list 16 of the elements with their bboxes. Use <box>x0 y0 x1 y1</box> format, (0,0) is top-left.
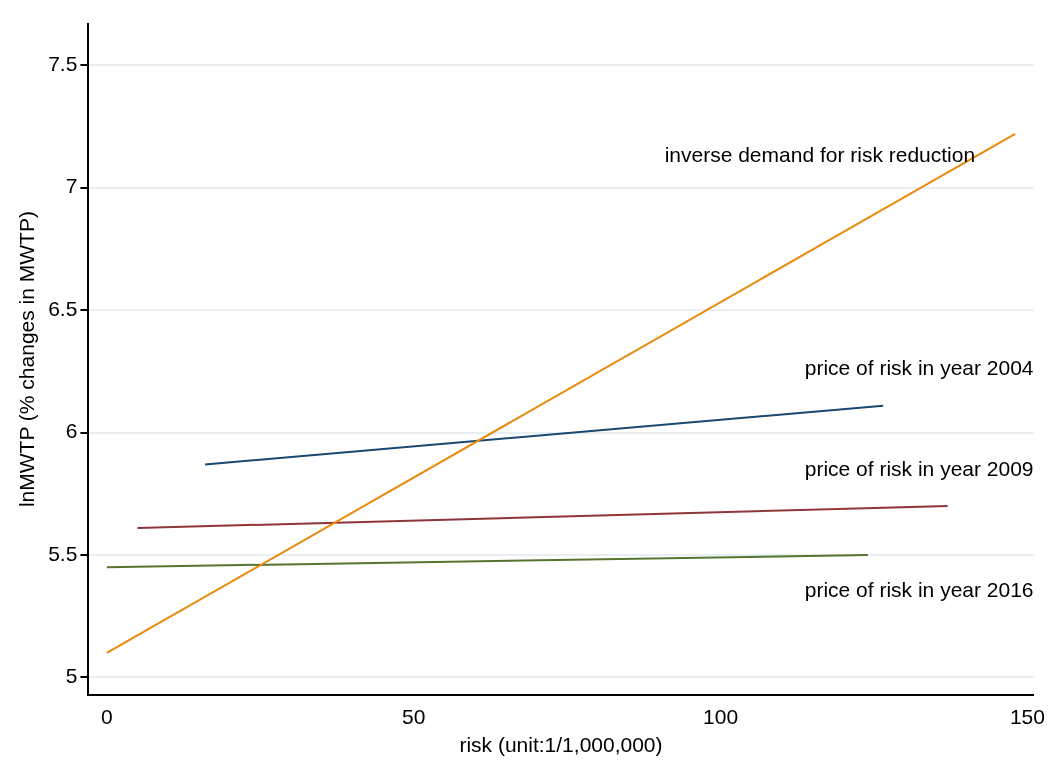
y-axis-title: lnMWTP (% changes in MWTP) <box>15 211 39 508</box>
series-label: inverse demand for risk reduction <box>664 142 976 166</box>
y-tick-label: 7.5 <box>48 52 78 76</box>
x-tick-label: 100 <box>703 705 739 728</box>
x-tick-label: 150 <box>1009 705 1045 728</box>
x-tick-label: 50 <box>401 705 426 728</box>
series-label: price of risk in year 2004 <box>804 356 1034 380</box>
series-label: price of risk in year 2016 <box>804 577 1034 601</box>
y-tick-label: 6 <box>65 419 78 443</box>
y-tick-label: 5.5 <box>48 541 78 565</box>
y-tick-label: 6.5 <box>48 296 78 320</box>
y-tick-label: 5 <box>65 664 78 688</box>
x-axis-title: risk (unit:1/1,000,000) <box>459 733 663 757</box>
x-tick-label: 0 <box>100 705 113 728</box>
series-label: price of risk in year 2009 <box>804 456 1034 480</box>
y-tick-label: 7 <box>65 174 78 198</box>
